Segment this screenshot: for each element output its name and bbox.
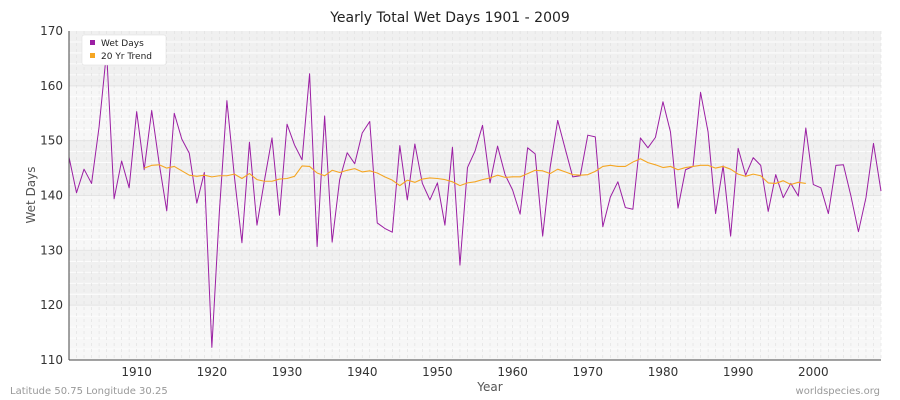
y-tick-label: 150 bbox=[40, 134, 63, 148]
footer-source: worldspecies.org bbox=[796, 386, 880, 397]
x-tick-label: 1940 bbox=[347, 365, 378, 379]
y-tick-label: 130 bbox=[40, 243, 63, 257]
x-tick-label: 1920 bbox=[197, 365, 228, 379]
x-tick-label: 1960 bbox=[497, 365, 528, 379]
series-line-20-yr-trend bbox=[144, 158, 806, 187]
x-tick-label: 1990 bbox=[723, 365, 754, 379]
y-axis-title: Wet Days bbox=[24, 166, 38, 223]
x-tick-label: 1970 bbox=[573, 365, 604, 379]
footer-location: Latitude 50.75 Longitude 30.25 bbox=[10, 386, 168, 397]
axes bbox=[68, 31, 881, 361]
legend-label-wet-days: Wet Days bbox=[101, 39, 144, 49]
x-tick-label: 1980 bbox=[648, 365, 679, 379]
series-layer bbox=[68, 50, 882, 348]
y-tick-label: 120 bbox=[40, 298, 63, 312]
legend: Wet Days 20 Yr Trend bbox=[81, 34, 167, 66]
y-tick-label: 140 bbox=[40, 189, 63, 203]
x-tick-label: 1950 bbox=[422, 365, 453, 379]
legend-swatch-20-yr-trend bbox=[90, 53, 95, 58]
x-tick-label: 1910 bbox=[121, 365, 152, 379]
chart-title: Yearly Total Wet Days 1901 - 2009 bbox=[329, 10, 570, 26]
legend-label-20-yr-trend: 20 Yr Trend bbox=[101, 52, 152, 62]
x-axis-title: Year bbox=[476, 380, 502, 394]
series-line-wet-days bbox=[68, 50, 882, 348]
plot-band bbox=[69, 31, 881, 86]
grid bbox=[68, 31, 882, 360]
y-tick-label: 170 bbox=[40, 24, 63, 38]
legend-swatch-wet-days bbox=[90, 40, 95, 45]
plot-band bbox=[69, 85, 881, 141]
x-tick-label: 1930 bbox=[272, 365, 303, 379]
x-tick-label: 2000 bbox=[798, 365, 829, 379]
y-tick-label: 110 bbox=[40, 353, 63, 367]
tick-labels: 110 120 130 140 150 160 170 1910 1920 1930 1940 195… bbox=[40, 24, 829, 379]
legend-box bbox=[81, 34, 167, 66]
y-tick-label: 160 bbox=[40, 79, 63, 93]
